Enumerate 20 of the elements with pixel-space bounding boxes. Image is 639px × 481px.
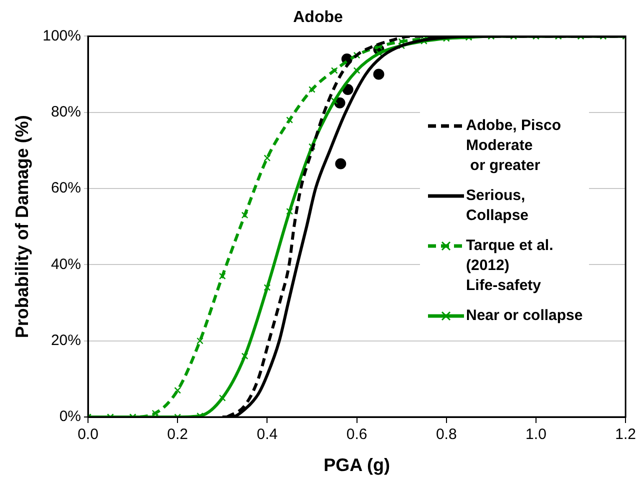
legend-label: Adobe, Pisco Moderate or greater bbox=[466, 116, 562, 176]
legend-label: Near or collapse bbox=[466, 306, 583, 326]
y-tick-label: 80% bbox=[50, 104, 81, 120]
x-tick-label: 0.0 bbox=[78, 426, 98, 444]
legend-label: Tarque et al. (2012) Life-safety bbox=[466, 236, 554, 296]
legend-label: Serious, Collapse bbox=[466, 186, 529, 226]
y-tick-label: 60% bbox=[50, 180, 81, 197]
x-tick-label: 1.0 bbox=[526, 426, 546, 444]
x-tick-label: 1.2 bbox=[615, 426, 636, 444]
chart-title: Adobe bbox=[293, 9, 343, 26]
y-axis-title: Probability of Damage (%) bbox=[12, 115, 32, 338]
x-tick-label: 0.4 bbox=[256, 426, 278, 444]
x-tick-label: 0.2 bbox=[167, 426, 188, 444]
y-tick-label: 40% bbox=[50, 256, 81, 273]
x-tick-label: 0.6 bbox=[346, 426, 368, 444]
x-axis-title: PGA (g) bbox=[324, 455, 390, 476]
x-tick-label: 0.8 bbox=[436, 426, 457, 444]
y-tick-label: 100% bbox=[42, 27, 81, 44]
y-tick-label: 20% bbox=[50, 332, 81, 349]
y-tick-label: 0% bbox=[59, 408, 81, 426]
